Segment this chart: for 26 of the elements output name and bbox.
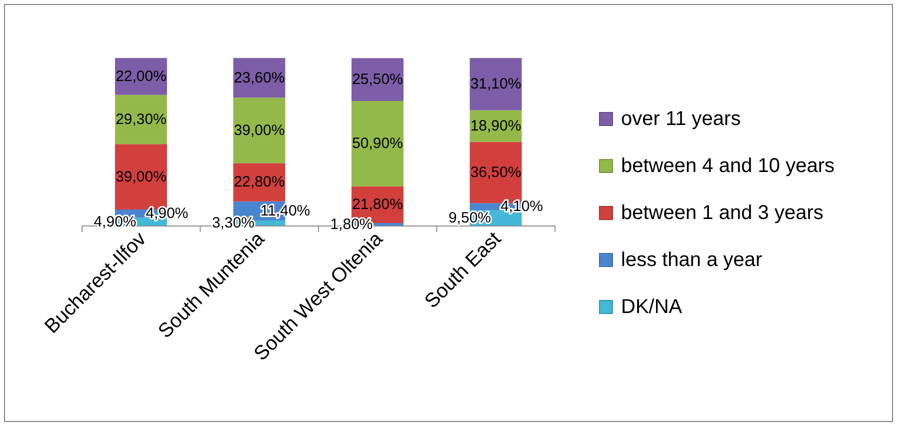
- bar: [115, 94, 167, 144]
- data-label: 9,50%: [448, 210, 492, 227]
- data-label: 39,00%: [234, 122, 285, 139]
- data-label: 50,90%: [352, 135, 403, 152]
- data-label: 3,30%: [212, 214, 255, 232]
- data-label: 1,80%: [330, 216, 373, 233]
- legend-label: less than a year: [621, 248, 762, 272]
- legend-label: DK/NA: [621, 296, 682, 318]
- data-label: 31,10%: [470, 76, 522, 93]
- data-label: 36,50%: [470, 164, 522, 182]
- legend-label: over 11 years: [621, 108, 741, 130]
- bar: [470, 58, 522, 110]
- bar: [352, 100, 404, 186]
- data-label: 4,90%: [94, 213, 136, 230]
- data-label: 39,00%: [116, 168, 166, 186]
- data-label: 25,50%: [352, 71, 403, 88]
- data-label: 22,80%: [234, 174, 285, 191]
- data-label: 4,90%: [146, 205, 188, 222]
- data-label: 23,60%: [234, 69, 285, 86]
- data-label: 18,90%: [470, 118, 522, 135]
- data-label: 29,30%: [116, 111, 166, 128]
- legend-label: between 1 and 3 years: [621, 202, 824, 224]
- bar: [233, 98, 286, 164]
- data-label: 22,00%: [116, 68, 166, 85]
- data-label: 21,80%: [352, 196, 403, 214]
- legend-label: between 4 and 10 years: [621, 154, 834, 178]
